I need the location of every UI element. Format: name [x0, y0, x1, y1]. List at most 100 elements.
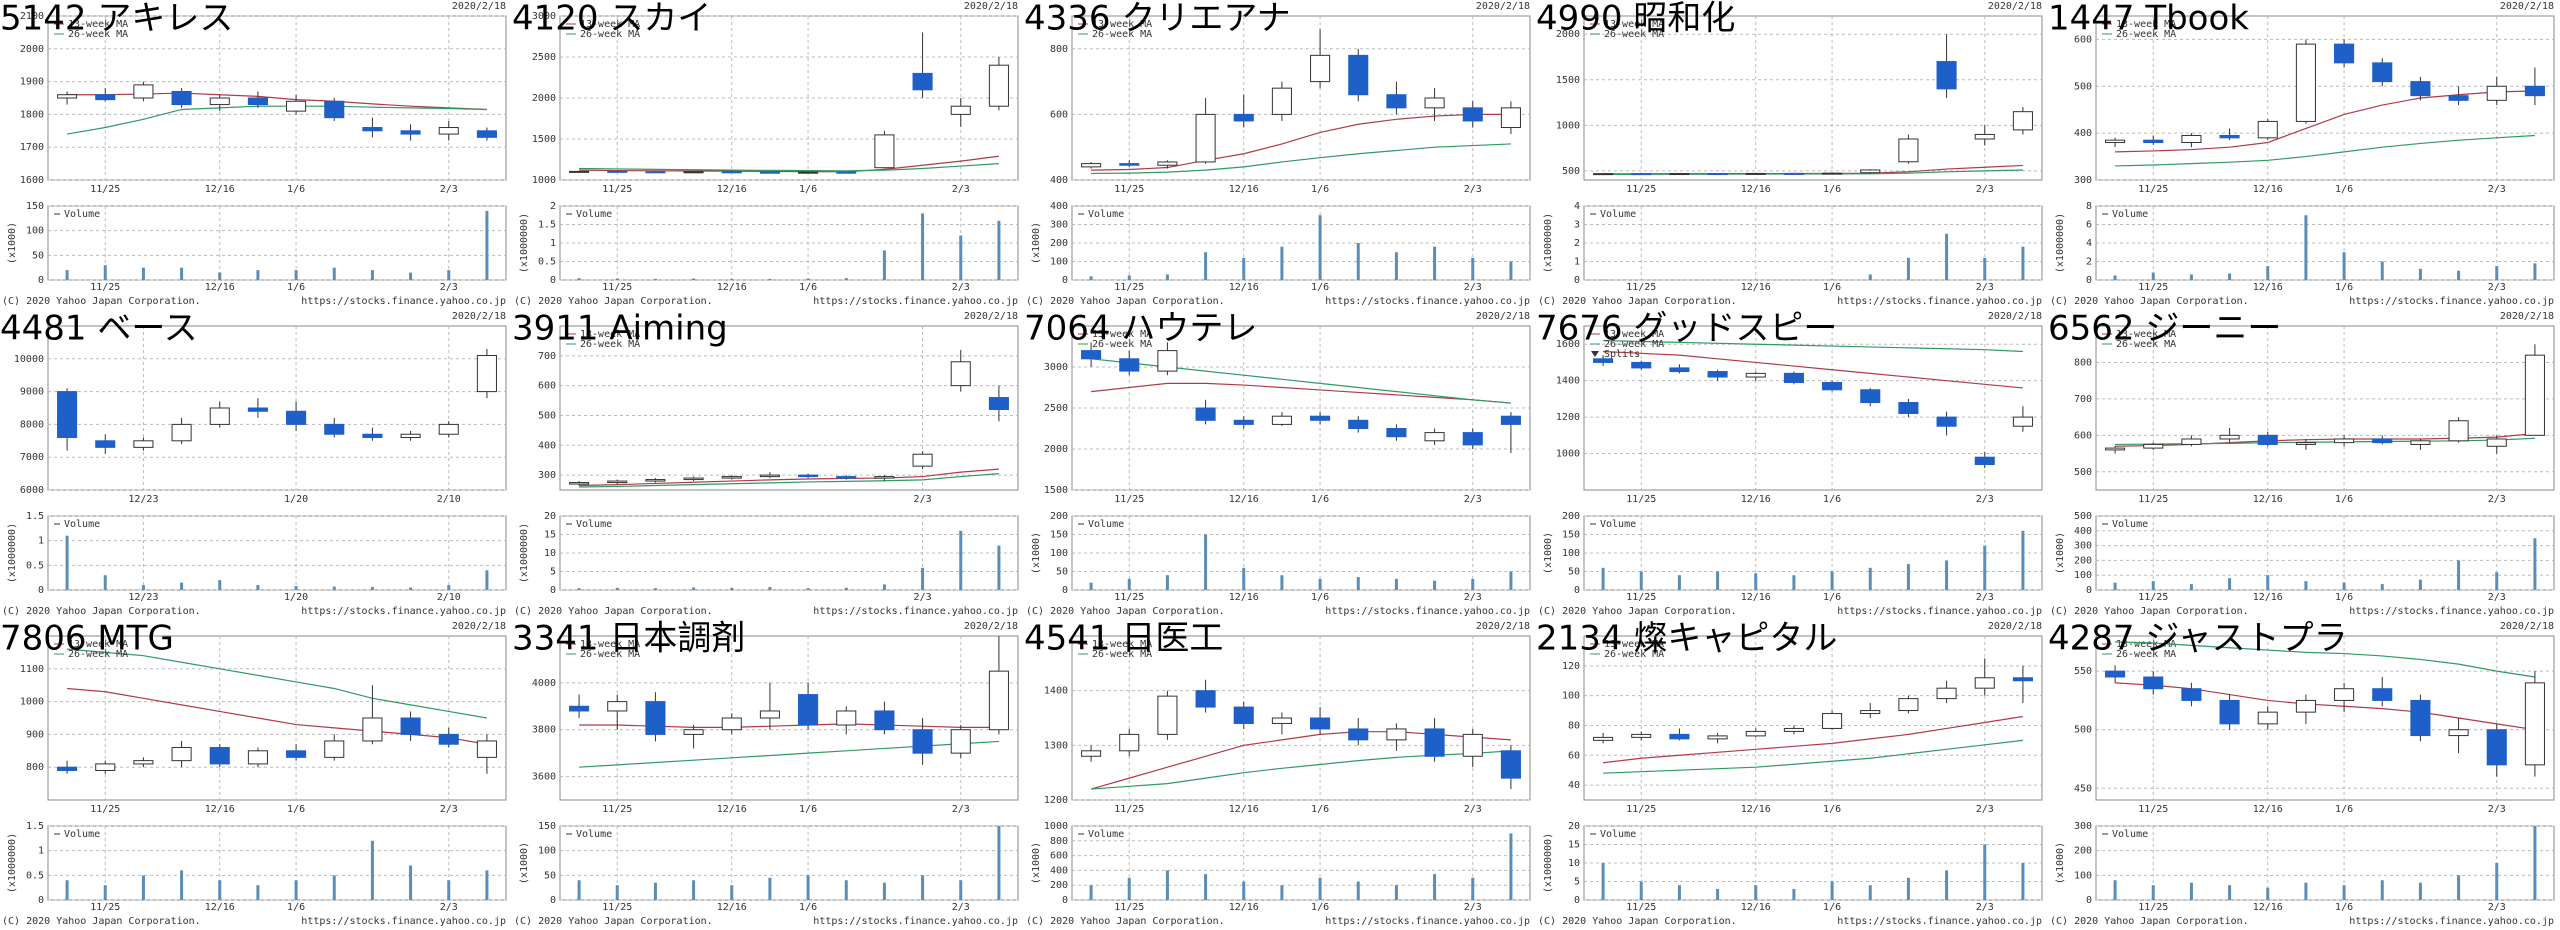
chart-date: 2020/2/18	[1476, 1, 1530, 12]
volume-frame	[1071, 825, 1531, 901]
volume-bar	[2380, 261, 2384, 280]
moving-average	[1603, 164, 2023, 175]
volume-bar	[959, 235, 963, 280]
y-tick-label: 300	[2074, 541, 2092, 552]
y-tick-label: 200	[1050, 880, 1068, 891]
volume-bar	[2457, 270, 2461, 280]
chart-date: 2020/2/18	[452, 311, 506, 322]
stock-chart: 1600 1700 1800 1900 2000 2100 0 50 100 150 11/25 11…	[0, 0, 507, 307]
y-tick-label: 20	[544, 511, 556, 522]
volume-bar	[409, 587, 413, 590]
y-tick-label: 900	[26, 729, 44, 740]
chart-title: 4120 スカイ	[512, 0, 711, 39]
candle-body	[209, 97, 230, 106]
legend-label: 13-week MA	[1092, 329, 1152, 340]
volume-bar	[1165, 575, 1169, 590]
volume-unit: (x1000000)	[1543, 213, 1554, 273]
volume-bar	[1906, 564, 1910, 590]
x-tick-label: 2/3	[914, 592, 932, 603]
y-tick-label: 2	[2086, 257, 2092, 268]
y-tick-label: 1000	[1044, 821, 1068, 832]
volume-bar	[2418, 882, 2422, 900]
candle-body	[1860, 169, 1881, 174]
volume-bar	[844, 587, 848, 590]
x-tick-label: 12/16	[2253, 592, 2283, 603]
source-url: https://stocks.finance.yahoo.co.jp	[2349, 916, 2554, 927]
stock-chart: 1000 1200 1400 1600 0 50 100 150 200 11/25 11/25 12…	[1536, 309, 2043, 617]
x-tick-label: 2/10	[437, 494, 461, 505]
candle-body	[2372, 438, 2393, 444]
chart-title: 2134 燦キャピタル	[1536, 619, 1837, 659]
candle-body	[1348, 728, 1369, 741]
candle-body	[1974, 677, 1995, 689]
volume-bar	[692, 880, 696, 900]
y-tick-label: 500	[2074, 467, 2092, 478]
y-tick-label: 15	[1568, 840, 1580, 851]
credit: (C) 2020 Yahoo Japan Corporation.	[514, 916, 713, 927]
candle-body	[1974, 133, 1995, 140]
volume-bar	[2304, 882, 2308, 900]
credit: (C) 2020 Yahoo Japan Corporation.	[2050, 606, 2249, 617]
legend-label: 26-week MA	[1604, 29, 1664, 40]
candle-body	[476, 355, 497, 393]
volume-unit: (x1000000)	[519, 523, 530, 583]
volume-bar	[370, 270, 374, 280]
y-tick-label: 120	[1562, 661, 1580, 672]
y-tick-label: 100	[1050, 257, 1068, 268]
moving-average	[579, 723, 999, 728]
candle-body	[2012, 111, 2033, 131]
y-tick-label: 0	[38, 895, 44, 906]
candle-body	[2295, 699, 2316, 713]
volume-bar	[1471, 257, 1475, 280]
volume-bar	[1792, 575, 1796, 590]
x-tick-label: 2/3	[2488, 494, 2506, 505]
volume-bar	[2342, 885, 2346, 900]
volume-legend: Volume	[1088, 519, 1124, 530]
y-tick-label: 2500	[1044, 403, 1068, 414]
y-tick-label: 8000	[20, 419, 44, 430]
volume-bar	[2021, 246, 2025, 280]
y-tick-label: 450	[2074, 783, 2092, 794]
chart-date: 2020/2/18	[452, 621, 506, 632]
volume-bar	[2189, 882, 2193, 900]
y-tick-label: 700	[538, 351, 556, 362]
moving-average	[66, 105, 487, 135]
y-tick-label: 80	[1568, 720, 1580, 731]
x-tick-label: 11/25	[1626, 902, 1656, 913]
y-tick-label: 400	[2074, 128, 2092, 139]
volume-bar	[2533, 826, 2537, 900]
candle-body	[1462, 432, 1483, 446]
candle-body	[1707, 371, 1728, 378]
volume-bar	[256, 270, 260, 280]
y-tick-label: 1000	[20, 697, 44, 708]
x-tick-label: 12/16	[1229, 804, 1259, 815]
volume-bar	[141, 585, 145, 590]
volume-bar	[997, 545, 1001, 590]
volume-bar	[2495, 266, 2499, 280]
stock-chart: 450 500 550 0 100 200 300 11/25 11/25 12/16 12/16 1…	[2048, 619, 2555, 927]
source-url: https://stocks.finance.yahoo.co.jp	[1325, 916, 1530, 927]
chart-date: 2020/2/18	[452, 1, 506, 12]
candle-body	[1936, 416, 1957, 427]
y-tick-label: 200	[2074, 555, 2092, 566]
price-frame	[47, 635, 507, 801]
volume-bar	[485, 870, 489, 900]
candle-body	[2372, 688, 2393, 701]
volume-bar	[1868, 274, 1872, 280]
volume-bar	[1089, 276, 1093, 280]
volume-bar	[1983, 545, 1987, 590]
volume-bar	[2228, 273, 2232, 280]
x-tick-label: 11/25	[90, 184, 120, 195]
x-tick-label: 12/16	[1741, 184, 1771, 195]
y-tick-label: 500	[538, 410, 556, 421]
y-tick-label: 400	[1050, 175, 1068, 186]
candle-body	[2486, 729, 2507, 766]
volume-bar	[2342, 252, 2346, 280]
volume-bar	[1433, 874, 1437, 900]
volume-bar	[409, 272, 413, 280]
candle-body	[2257, 711, 2278, 725]
candle-body	[2257, 434, 2278, 445]
x-tick-label: 12/16	[1229, 282, 1259, 293]
candle-body	[569, 170, 590, 173]
y-tick-label: 100	[26, 226, 44, 237]
